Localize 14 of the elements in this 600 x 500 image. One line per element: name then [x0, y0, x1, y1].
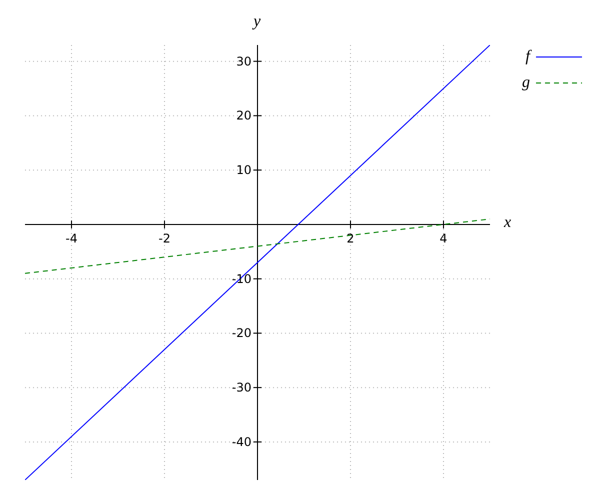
y-tick-label: -40: [232, 434, 252, 449]
y-tick-label: -30: [232, 380, 252, 395]
x-tick-label: -4: [66, 231, 78, 246]
x-tick-label: -2: [158, 231, 170, 246]
x-tick-label: 4: [440, 231, 448, 246]
x-tick-label: 2: [346, 231, 354, 246]
y-tick-label: 20: [236, 108, 252, 123]
legend-label: g: [521, 74, 530, 92]
y-axis-title: y: [254, 13, 261, 31]
legend-label: f: [524, 48, 530, 66]
y-tick-label: -20: [232, 326, 252, 340]
y-tick-label: 10: [236, 163, 252, 178]
y-tick-label: 30: [236, 54, 252, 68]
x-axis-title: x: [504, 214, 512, 232]
